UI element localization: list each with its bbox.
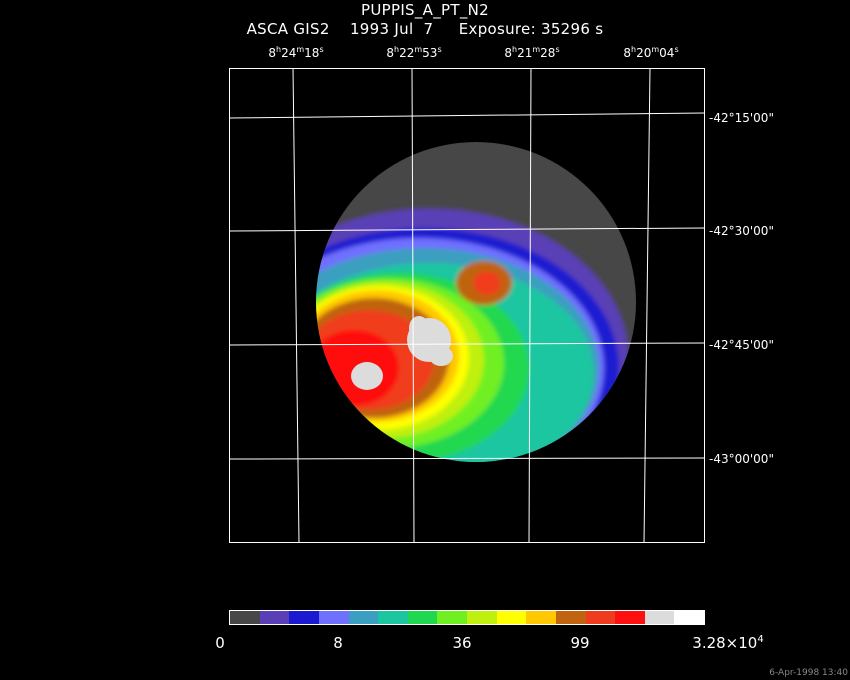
timestamp: 6-Apr-1998 13:40 bbox=[769, 668, 848, 678]
colorbar-segment bbox=[615, 611, 645, 624]
exposure-label: Exposure: 35296 s bbox=[458, 20, 604, 38]
colorbar-max-label: 3.28×104 bbox=[692, 634, 764, 652]
colorbar-tick-label: 8 bbox=[333, 634, 343, 652]
ra-label: 8h20m04s bbox=[623, 45, 679, 60]
colorbar-segment bbox=[259, 611, 290, 624]
colorbar-segment bbox=[437, 611, 467, 624]
colorbar-tick-label: 99 bbox=[570, 634, 590, 652]
dec-label: -42°30'00" bbox=[709, 224, 774, 238]
colorbar-tick-label: 0 bbox=[215, 634, 225, 652]
ra-label: 8h21m28s bbox=[504, 45, 560, 60]
ra-label: 8h24m18s bbox=[268, 45, 324, 60]
dec-label: -42°15'00" bbox=[709, 111, 774, 125]
colorbar-segment bbox=[348, 611, 379, 624]
colorbar-segment bbox=[318, 611, 349, 624]
colorbar-segment bbox=[526, 611, 556, 624]
dec-label: -42°45'00" bbox=[709, 338, 774, 352]
colorbar-segment bbox=[555, 611, 586, 624]
instrument-label: ASCA GIS2 bbox=[246, 20, 330, 38]
colorbar-segment bbox=[674, 611, 704, 624]
colorbar-segment bbox=[378, 611, 408, 624]
colorbar-segment bbox=[496, 611, 527, 624]
colorbar-segment bbox=[230, 611, 260, 624]
colorbar-segment bbox=[407, 611, 438, 624]
dec-label: -43°00'00" bbox=[709, 452, 774, 466]
observation-info: ASCA GIS2 1993 Jul 7 Exposure: 35296 s bbox=[0, 20, 850, 38]
colorbar-segment bbox=[644, 611, 675, 624]
colorbar-tick-label: 36 bbox=[452, 634, 472, 652]
coordinate-grid bbox=[229, 68, 705, 543]
object-title: PUPPIS_A_PT_N2 bbox=[361, 1, 489, 19]
xray-image bbox=[229, 68, 705, 543]
ra-label: 8h22m53s bbox=[386, 45, 442, 60]
colorbar bbox=[229, 610, 705, 625]
colorbar-segment bbox=[289, 611, 319, 624]
colorbar-segment bbox=[585, 611, 616, 624]
colorbar-segment bbox=[467, 611, 497, 624]
plot-frame bbox=[229, 68, 705, 543]
date-label: 1993 Jul 7 bbox=[349, 20, 434, 38]
